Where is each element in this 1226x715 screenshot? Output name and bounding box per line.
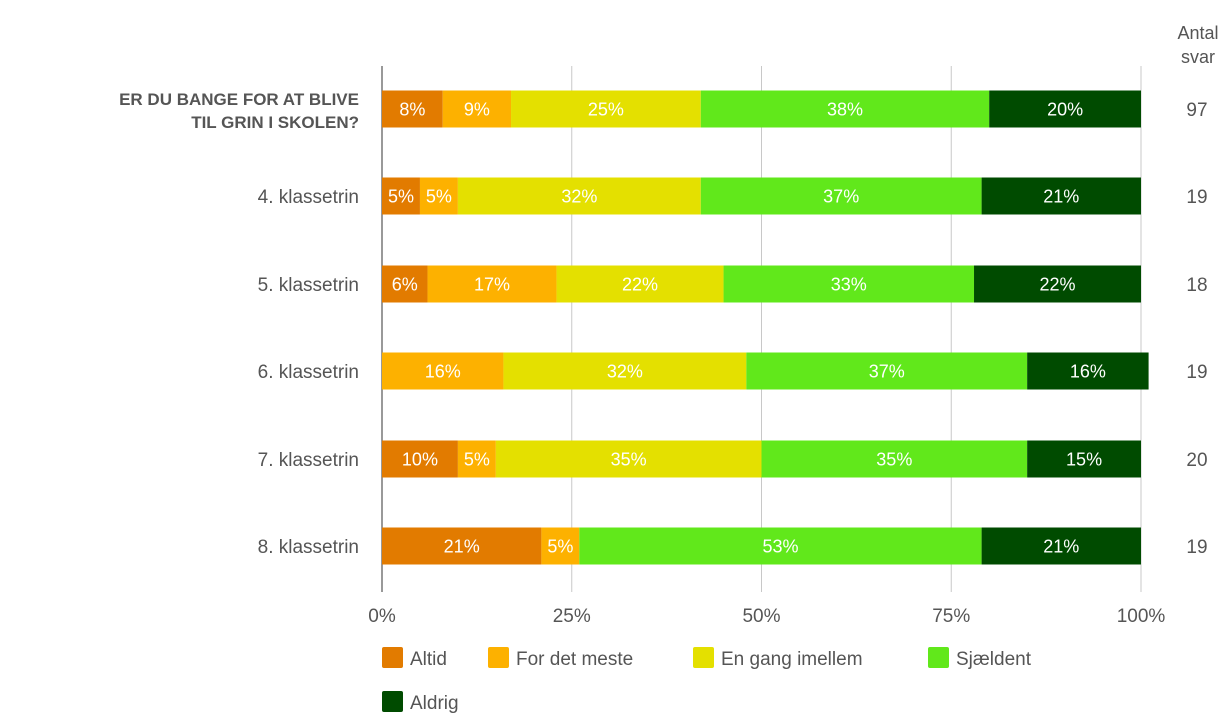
category-label: 6. klassetrin: [258, 362, 359, 383]
category-label: TIL GRIN I SKOLEN?: [191, 113, 359, 132]
bar-segment: [427, 265, 557, 303]
legend-swatch: [693, 647, 714, 668]
x-tick-label: 25%: [553, 606, 591, 627]
legend-swatch: [488, 647, 509, 668]
bar-segment: [700, 90, 990, 128]
bar-segment: [981, 527, 1141, 565]
data-label: 35%: [876, 450, 912, 470]
data-label: 17%: [474, 275, 510, 295]
counts-header: svar: [1181, 47, 1215, 67]
legend-swatch: [382, 691, 403, 712]
bar-segment: [382, 177, 420, 215]
data-label: 15%: [1066, 450, 1102, 470]
bar-segment: [556, 265, 724, 303]
bar-segment: [442, 90, 512, 128]
data-label: 25%: [588, 100, 624, 120]
bar-segment: [723, 265, 975, 303]
bar-segment: [503, 352, 747, 390]
legend-label: En gang imellem: [721, 649, 863, 670]
bar-segment: [1027, 440, 1141, 478]
bar-segment: [1027, 352, 1149, 390]
legend-label: Aldrig: [410, 693, 459, 714]
bar-segment: [989, 90, 1141, 128]
bar-segment: [457, 440, 496, 478]
legend-swatch: [382, 647, 403, 668]
bar-segment: [382, 352, 504, 390]
bar-segment: [974, 265, 1141, 303]
count-value: 18: [1186, 275, 1207, 296]
data-label: 38%: [827, 100, 863, 120]
bar-segment: [981, 177, 1141, 215]
legend-label: Altid: [410, 649, 447, 670]
bar-segment: [511, 90, 701, 128]
data-label: 6%: [392, 275, 418, 295]
x-tick-label: 50%: [742, 606, 780, 627]
x-tick-label: 100%: [1117, 606, 1166, 627]
data-label: 5%: [547, 537, 573, 557]
category-label: ER DU BANGE FOR AT BLIVE: [119, 90, 359, 109]
data-label: 53%: [762, 537, 798, 557]
bar-segment: [579, 527, 982, 565]
data-label: 5%: [464, 450, 490, 470]
data-label: 21%: [1043, 537, 1079, 557]
bar-segment: [382, 527, 542, 565]
count-value: 97: [1186, 100, 1207, 121]
bar-segment: [457, 177, 701, 215]
bar-segment: [746, 352, 1028, 390]
count-value: 19: [1186, 537, 1207, 558]
data-label: 16%: [1070, 362, 1106, 382]
category-label: 7. klassetrin: [258, 450, 359, 471]
data-label: 37%: [869, 362, 905, 382]
data-label: 37%: [823, 187, 859, 207]
x-tick-label: 0%: [368, 606, 396, 627]
data-label: 21%: [444, 537, 480, 557]
category-label: 8. klassetrin: [258, 537, 359, 558]
bar-segment: [761, 440, 1028, 478]
data-label: 32%: [561, 187, 597, 207]
data-label: 20%: [1047, 100, 1083, 120]
data-label: 21%: [1043, 187, 1079, 207]
x-tick-label: 75%: [932, 606, 970, 627]
legend-label: Sjældent: [956, 649, 1032, 670]
count-value: 20: [1186, 450, 1207, 471]
data-label: 33%: [831, 275, 867, 295]
bar-segment: [382, 90, 443, 128]
count-value: 19: [1186, 362, 1207, 383]
data-label: 32%: [607, 362, 643, 382]
data-label: 16%: [425, 362, 461, 382]
counts-header: Antal: [1177, 23, 1218, 43]
data-label: 9%: [464, 100, 490, 120]
data-label: 22%: [1039, 275, 1075, 295]
bar-segment: [700, 177, 982, 215]
bar-segment: [541, 527, 580, 565]
data-label: 10%: [402, 450, 438, 470]
data-label: 35%: [611, 450, 647, 470]
data-label: 8%: [399, 100, 425, 120]
category-label: 4. klassetrin: [258, 187, 359, 208]
bar-segment: [382, 265, 428, 303]
category-label: 5. klassetrin: [258, 275, 359, 296]
bar-segment: [382, 440, 458, 478]
bar-segment: [419, 177, 458, 215]
legend-swatch: [928, 647, 949, 668]
bar-segment: [495, 440, 762, 478]
data-label: 5%: [426, 187, 452, 207]
legend-label: For det meste: [516, 649, 633, 670]
count-value: 19: [1186, 187, 1207, 208]
data-label: 22%: [622, 275, 658, 295]
data-label: 5%: [388, 187, 414, 207]
